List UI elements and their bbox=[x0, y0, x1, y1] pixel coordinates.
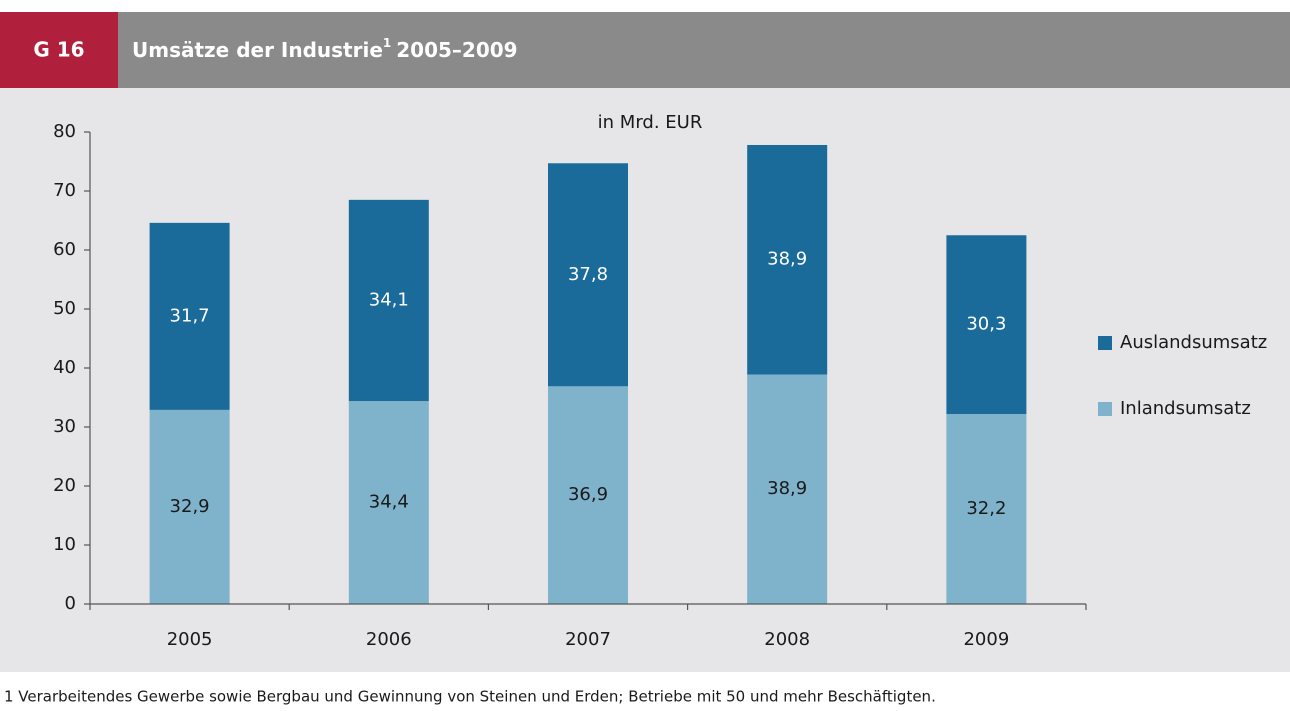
x-tick-label: 2007 bbox=[565, 629, 611, 650]
value-label: 36,9 bbox=[568, 484, 608, 505]
y-tick-label: 0 bbox=[65, 593, 76, 614]
footnote: 1 Verarbeitendes Gewerbe sowie Bergbau u… bbox=[4, 688, 936, 706]
bar-segment bbox=[747, 144, 828, 375]
y-tick-label: 40 bbox=[53, 357, 76, 378]
title-years: 2005–2009 bbox=[396, 38, 517, 62]
bar-segment bbox=[149, 409, 230, 604]
y-tick-label: 30 bbox=[53, 416, 76, 437]
title-text: Umsätze der Industrie bbox=[132, 38, 383, 62]
value-label: 31,7 bbox=[170, 305, 210, 326]
legend-swatch bbox=[1098, 402, 1112, 416]
bar-segment bbox=[149, 222, 230, 410]
value-label: 34,4 bbox=[369, 492, 409, 513]
y-tick-label: 70 bbox=[53, 180, 76, 201]
value-label: 38,9 bbox=[767, 249, 807, 270]
value-label: 32,9 bbox=[170, 496, 210, 517]
value-label: 34,1 bbox=[369, 289, 409, 310]
header-bar bbox=[118, 12, 1290, 88]
y-tick-label: 10 bbox=[53, 534, 76, 555]
bar-segment bbox=[548, 163, 628, 387]
y-tick-label: 60 bbox=[53, 239, 76, 260]
bar-segment bbox=[946, 235, 1027, 415]
subtitle: in Mrd. EUR bbox=[598, 112, 703, 133]
bar-segment bbox=[946, 414, 1027, 604]
x-tick-label: 2006 bbox=[366, 629, 412, 650]
legend-swatch bbox=[1098, 336, 1112, 350]
title-footnote-mark: 1 bbox=[383, 36, 391, 50]
value-label: 30,3 bbox=[966, 314, 1006, 335]
chart-title: Umsätze der Industrie1 2005–2009 bbox=[132, 36, 518, 62]
value-label: 32,2 bbox=[966, 498, 1006, 519]
y-tick-label: 50 bbox=[53, 298, 76, 319]
bar-segment bbox=[348, 199, 429, 402]
x-tick-label: 2005 bbox=[167, 629, 213, 650]
y-tick-label: 20 bbox=[53, 475, 76, 496]
bar-segment bbox=[548, 386, 628, 604]
x-tick-label: 2008 bbox=[764, 629, 810, 650]
legend-label: Inlandsumsatz bbox=[1120, 398, 1251, 419]
chart-label: G 16 bbox=[33, 38, 84, 62]
value-label: 38,9 bbox=[767, 478, 807, 499]
legend-label: Auslandsumsatz bbox=[1120, 332, 1267, 353]
bar-segment bbox=[348, 401, 429, 604]
x-tick-label: 2009 bbox=[963, 629, 1009, 650]
bar-segment bbox=[747, 374, 828, 604]
value-label: 37,8 bbox=[568, 264, 608, 285]
y-tick-label: 80 bbox=[53, 121, 76, 142]
header-label-box bbox=[0, 12, 118, 88]
